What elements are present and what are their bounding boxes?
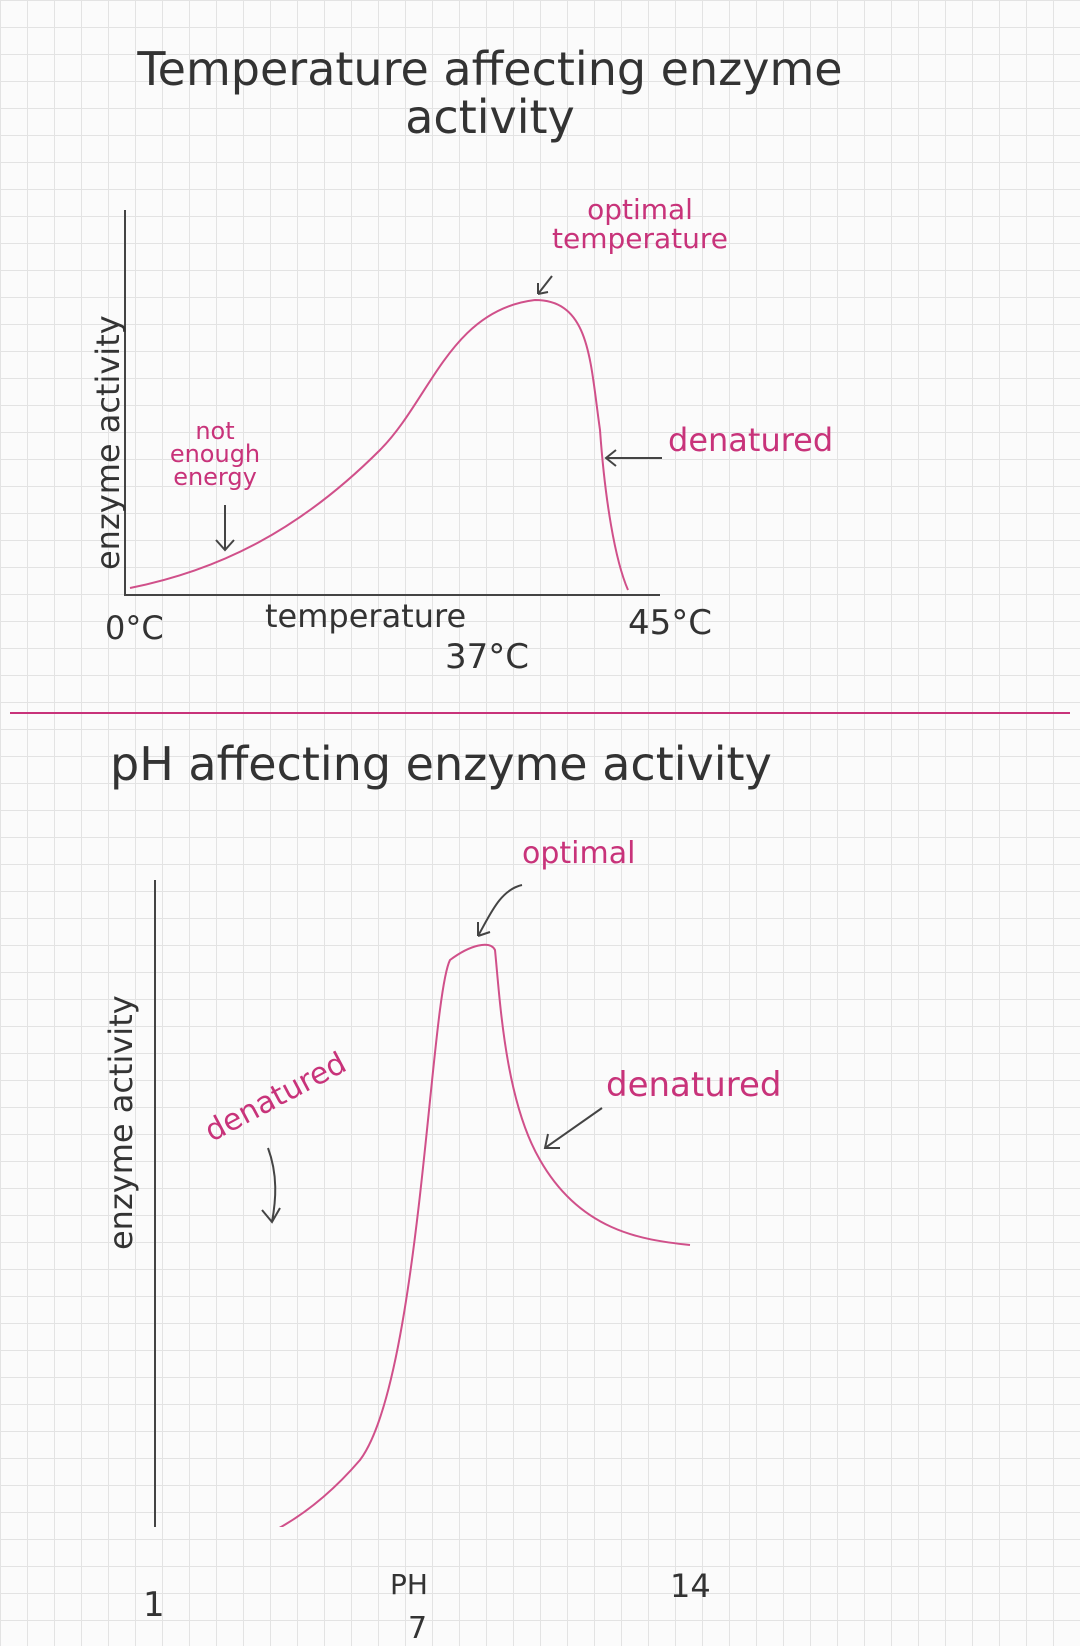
arrow [537,275,553,295]
curve [278,943,691,1527]
x-tick: 1 [143,1585,165,1625]
annotation: denatured [668,421,834,459]
x-axis-label: PH [390,1568,428,1601]
x-tick: 7 [408,1611,428,1646]
y-axis-label: enzyme activity [89,315,127,570]
annotation: not enough energy [169,417,261,491]
arrow [604,449,662,467]
x-tick: 0°C [105,609,164,647]
arrow [261,1147,281,1224]
x-tick: 45°C [628,603,713,643]
arrow [543,1107,603,1149]
section-title: pH affecting enzyme activity [110,737,772,791]
drawing [10,210,1070,1527]
curve [129,298,629,591]
x-tick: 14 [670,1567,711,1605]
axes [124,210,660,596]
annotation: optimal temperature [552,193,728,256]
arrow [215,505,235,552]
arrow [477,884,523,937]
annotation: optimal [522,836,636,871]
x-tick: 37°C [445,637,530,677]
annotation: denatured [606,1065,782,1105]
section-title: Temperature affecting enzyme activity [137,42,843,145]
y-axis-label: enzyme activity [102,995,140,1250]
axes [154,880,156,1527]
x-axis-label: temperature [265,597,467,635]
